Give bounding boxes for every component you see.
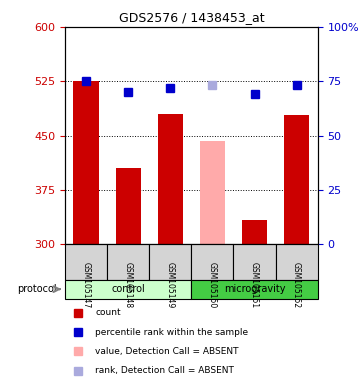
Bar <box>200 141 225 244</box>
Text: GSM105148: GSM105148 <box>124 262 132 308</box>
FancyBboxPatch shape <box>107 244 149 280</box>
FancyBboxPatch shape <box>191 244 234 280</box>
Text: microgravity: microgravity <box>224 284 285 294</box>
Text: rank, Detection Call = ABSENT: rank, Detection Call = ABSENT <box>95 366 234 376</box>
Text: GSM105150: GSM105150 <box>208 262 217 308</box>
FancyBboxPatch shape <box>149 244 191 280</box>
Text: GSM105149: GSM105149 <box>166 262 175 308</box>
Text: GSM105152: GSM105152 <box>292 262 301 308</box>
Text: protocol: protocol <box>17 284 57 294</box>
Text: percentile rank within the sample: percentile rank within the sample <box>95 328 248 336</box>
FancyBboxPatch shape <box>65 280 191 299</box>
Bar <box>116 168 141 244</box>
Text: count: count <box>95 308 121 317</box>
Bar <box>73 81 99 244</box>
FancyBboxPatch shape <box>191 280 318 299</box>
FancyBboxPatch shape <box>234 244 275 280</box>
Title: GDS2576 / 1438453_at: GDS2576 / 1438453_at <box>118 11 264 24</box>
FancyBboxPatch shape <box>275 244 318 280</box>
Text: control: control <box>111 284 145 294</box>
Text: GSM105147: GSM105147 <box>82 262 91 308</box>
Bar <box>242 220 267 244</box>
Bar <box>284 115 309 244</box>
Text: value, Detection Call = ABSENT: value, Detection Call = ABSENT <box>95 347 239 356</box>
FancyBboxPatch shape <box>65 244 107 280</box>
Text: GSM105151: GSM105151 <box>250 262 259 308</box>
Bar <box>158 114 183 244</box>
